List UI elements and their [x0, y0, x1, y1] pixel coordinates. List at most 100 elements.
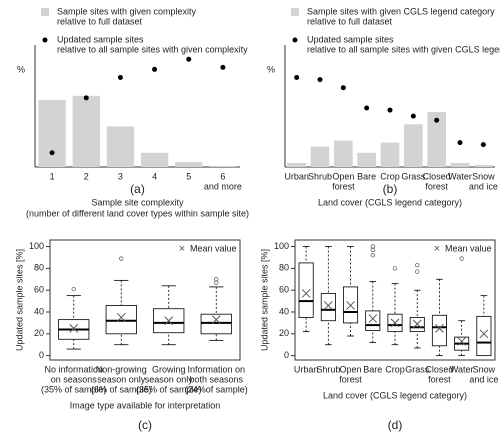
box	[476, 315, 492, 357]
box	[105, 305, 137, 335]
outlier	[119, 256, 124, 261]
x-tick-label: Snow	[473, 364, 496, 374]
x-tick-label: forest	[339, 374, 362, 384]
x-tick-label: and ice	[469, 181, 498, 191]
legend-label: Updated sample sites	[57, 34, 144, 44]
y-tick-label: 100	[29, 241, 44, 251]
point	[434, 117, 440, 123]
mean-marker	[116, 313, 126, 322]
outlier	[392, 266, 398, 271]
legend-marker: ×	[434, 243, 440, 255]
legend-label: Sample sites with given CGLS legend cate…	[307, 6, 495, 16]
box	[320, 293, 336, 322]
box	[365, 310, 381, 331]
x-tick-label: Open	[340, 364, 362, 374]
point	[49, 150, 55, 156]
x-tick-label: Shrub	[316, 364, 340, 374]
x-tick-label: No information	[44, 364, 103, 374]
x-tick-label: Growing	[152, 364, 186, 374]
bar	[450, 162, 470, 167]
legend-marker: ×	[179, 243, 185, 255]
outlier	[415, 262, 420, 268]
x-tick-label: Urban	[284, 171, 309, 181]
x-tick-label: on seasons	[51, 374, 98, 384]
point	[364, 105, 370, 111]
box	[200, 313, 232, 335]
point	[340, 85, 346, 91]
y-tick-label: 0	[39, 350, 44, 360]
y-tick-label: 60	[279, 285, 289, 295]
x-tick-label: Water	[448, 171, 472, 181]
bar	[380, 142, 400, 167]
panel-caption: (b)	[383, 182, 398, 196]
x-tick-label: forest	[425, 181, 448, 191]
bar	[334, 140, 353, 167]
legend-label: relative to all sample sites with given …	[307, 44, 500, 54]
x-tick-label: Closed	[423, 171, 451, 181]
mean-marker	[479, 329, 489, 339]
point	[117, 75, 123, 81]
point	[387, 107, 393, 113]
x-tick-label: (24%of sample)	[185, 384, 248, 394]
x-axis-label: (number of different land cover types wi…	[26, 208, 249, 218]
point	[152, 66, 158, 72]
legend-label: Mean value	[445, 243, 492, 253]
legend-swatch	[41, 8, 49, 16]
outlier	[459, 256, 464, 261]
x-tick-label: 5	[186, 171, 191, 181]
mean-marker	[390, 318, 400, 328]
box	[431, 314, 447, 347]
legend-label: Sample sites with given complexity	[57, 6, 197, 16]
mean-marker	[346, 301, 355, 310]
x-tick-label: season only	[97, 374, 146, 384]
mean-marker	[412, 319, 422, 329]
x-axis-label: Image type available for interpretation	[70, 400, 221, 410]
plot-frame	[49, 239, 241, 361]
x-tick-label: and ice	[469, 374, 498, 384]
plot-frame	[294, 239, 496, 361]
bar	[38, 99, 66, 167]
y-tick-label: 0	[284, 350, 289, 360]
y-tick-label: 40	[34, 306, 44, 316]
mean-marker	[164, 316, 174, 326]
x-tick-label: 1	[50, 171, 55, 181]
point	[220, 64, 226, 70]
outlier	[415, 269, 420, 274]
x-tick-label: season only	[145, 374, 194, 384]
x-tick-label: Grass	[401, 171, 426, 181]
legend-marker	[292, 37, 298, 43]
legend-swatch	[291, 8, 299, 16]
bar	[404, 124, 423, 167]
x-tick-label: Bare	[357, 171, 376, 181]
outlier	[214, 277, 219, 282]
y-tick-label: 80	[279, 263, 289, 273]
y-axis-label: %	[267, 64, 275, 74]
x-tick-label: Urban	[294, 364, 319, 374]
point	[294, 75, 300, 81]
panel-caption: (d)	[388, 418, 403, 432]
x-tick-label: 3	[118, 171, 123, 181]
x-tick-label: Shrub	[308, 171, 332, 181]
x-axis-label: Land cover (CGLS legend category)	[318, 197, 462, 207]
bar	[287, 162, 306, 167]
y-tick-label: 20	[279, 328, 289, 338]
x-tick-label: 4	[152, 171, 157, 181]
bar	[209, 165, 237, 167]
outlier	[71, 286, 76, 292]
x-tick-label: Crop	[385, 364, 405, 374]
mean-marker	[211, 315, 221, 324]
x-tick-label: Grass	[405, 364, 430, 374]
mean-marker	[323, 301, 333, 310]
x-tick-label: Water	[450, 364, 474, 374]
y-tick-label: 40	[279, 306, 289, 316]
x-tick-label: Non-growing	[96, 364, 147, 374]
x-tick-label: Crop	[380, 171, 400, 181]
mean-marker	[368, 314, 378, 323]
x-tick-label: Information on	[187, 364, 245, 374]
x-tick-label: both seasons	[189, 374, 243, 384]
panel-caption: (a)	[130, 182, 145, 196]
